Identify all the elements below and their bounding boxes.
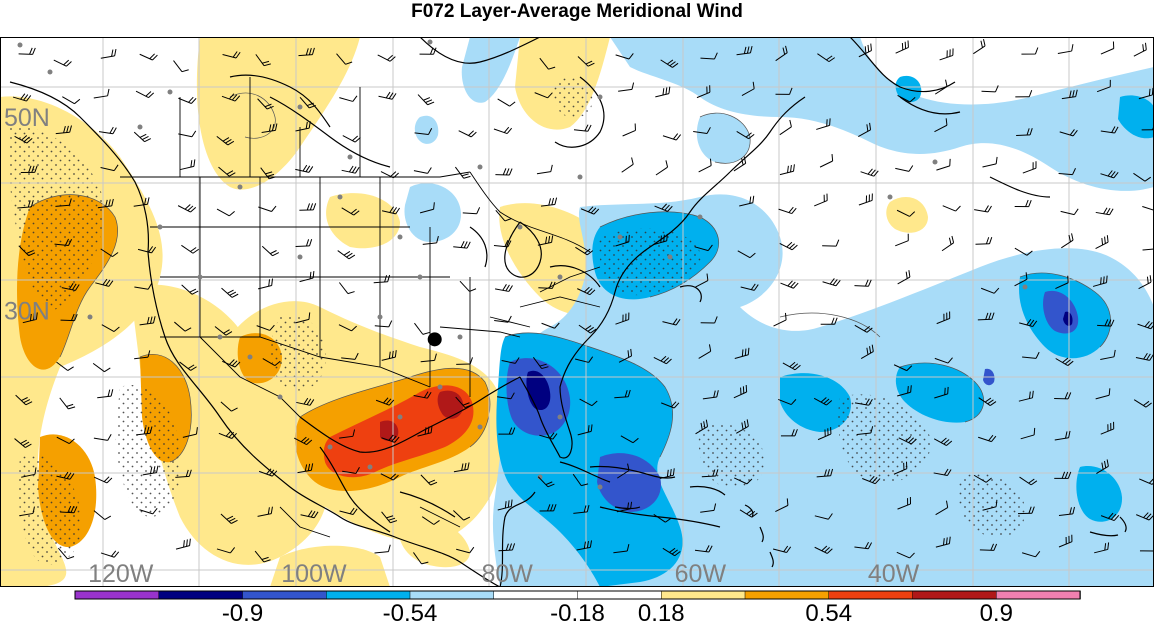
colorbar-bin <box>661 591 745 599</box>
lat-label-50n: 50N <box>4 104 50 132</box>
colorbar-label-neg-0-54: -0.54 <box>383 600 438 622</box>
colorbar-label-neg-0-18: -0.18 <box>550 600 605 622</box>
colorbar-label-0-9: 0.9 <box>980 600 1013 622</box>
colorbar-label-0-54: 0.54 <box>805 600 852 622</box>
lat-label-30n: 30N <box>4 297 50 325</box>
chart-title: F072 Layer-Average Meridional Wind <box>0 0 1154 36</box>
lon-label-80w: 80W <box>481 560 533 587</box>
lon-label-40w: 40W <box>868 560 920 587</box>
lon-label-100w: 100W <box>281 560 347 587</box>
colorbar-bin <box>745 591 829 599</box>
colorbar-bin <box>829 591 913 599</box>
colorbar-bin <box>494 591 578 599</box>
colorbar: -0.9 -0.54 -0.18 0.18 0.54 0.9 <box>0 588 1154 622</box>
weather-map: 50N 30N 120W 100W 80W 60W 40W <box>0 37 1154 587</box>
colorbar-bin <box>410 591 494 599</box>
colorbar-labels: -0.9 -0.54 -0.18 0.18 0.54 0.9 <box>222 600 1013 622</box>
colorbar-label-neg-0-9: -0.9 <box>222 600 263 622</box>
lon-label-120w: 120W <box>88 560 154 587</box>
colorbar-bin <box>159 591 243 599</box>
lon-label-60w: 60W <box>675 560 727 587</box>
colorbar-bin <box>243 591 327 599</box>
colorbar-bins <box>75 591 1081 599</box>
colorbar-bin <box>913 591 997 599</box>
colorbar-canvas: -0.9 -0.54 -0.18 0.18 0.54 0.9 <box>0 588 1154 622</box>
colorbar-bin <box>75 591 159 599</box>
storm-location-marker <box>428 332 442 346</box>
colorbar-label-0-18: 0.18 <box>638 600 685 622</box>
map-canvas: 50N 30N 120W 100W 80W 60W 40W <box>0 37 1154 587</box>
colorbar-bin <box>578 591 662 599</box>
colorbar-bin <box>996 591 1080 599</box>
colorbar-bin <box>326 591 410 599</box>
